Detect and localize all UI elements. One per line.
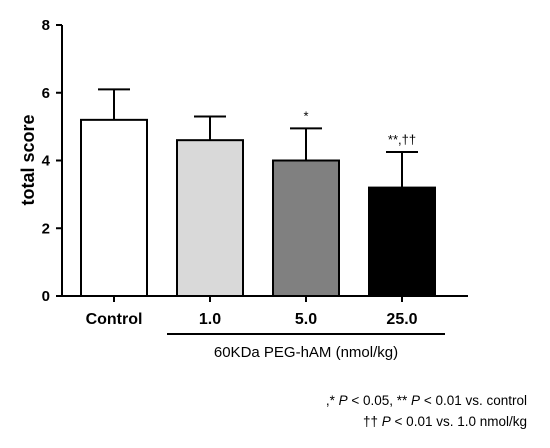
x-tick-label: 1.0 xyxy=(199,311,221,328)
y-tick-label: 4 xyxy=(42,153,51,170)
bar-series: * **,†† xyxy=(80,88,436,298)
significance-marker: **,†† xyxy=(388,132,416,147)
x-tick-label: 5.0 xyxy=(295,311,317,328)
bar xyxy=(80,118,148,297)
footnote-2-prefix: †† xyxy=(363,414,382,429)
footnote-2-p-symbol: P xyxy=(382,414,391,429)
group-annotation: 60KDa PEG-hAM (nmol/kg) xyxy=(167,333,445,361)
y-axis-label: total score xyxy=(18,114,38,205)
footnote-1-middle: < 0.05, ** xyxy=(348,393,411,408)
footnote-1-p-symbol: P xyxy=(339,393,348,408)
x-tick-label: 25.0 xyxy=(386,311,417,328)
x-tick-label: Control xyxy=(86,311,143,328)
footnote-1-p-symbol-2: P xyxy=(411,393,420,408)
footnote-line-2: †† P < 0.01 vs. 1.0 nmol/kg xyxy=(363,414,527,429)
significance-marker: * xyxy=(303,108,308,123)
footnote-2-suffix: < 0.01 vs. 1.0 nmol/kg xyxy=(391,414,527,429)
bar xyxy=(272,159,340,297)
footnote-1-prefix: ,* xyxy=(326,393,339,408)
footnote-1-suffix: < 0.01 vs. control xyxy=(420,393,527,408)
group-label: 60KDa PEG-hAM (nmol/kg) xyxy=(214,344,398,361)
y-tick-label: 2 xyxy=(42,220,50,237)
bar xyxy=(176,139,244,297)
footnote-line-1: ,* P < 0.05, ** P < 0.01 vs. control xyxy=(326,393,527,408)
bar xyxy=(368,186,436,298)
y-tick-label: 0 xyxy=(42,288,50,305)
footnotes: ,* P < 0.05, ** P < 0.01 vs. control †† … xyxy=(326,393,527,429)
y-tick-label: 8 xyxy=(42,17,50,34)
y-tick-label: 6 xyxy=(42,85,50,102)
